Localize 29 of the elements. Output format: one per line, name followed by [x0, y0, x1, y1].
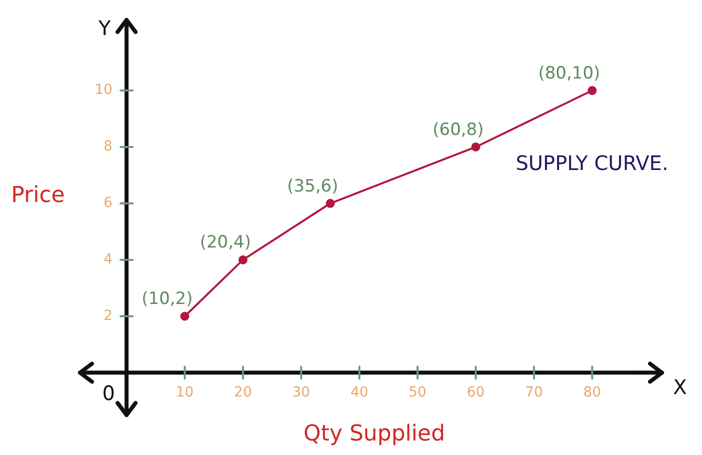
x-tick-label: 50	[408, 384, 426, 401]
y-axis-title: Price	[11, 183, 65, 208]
annotation: 0	[102, 380, 115, 405]
y-tick-label: 10	[94, 82, 113, 98]
annotation: (60,8)	[432, 120, 484, 140]
x-tick-label: 10	[176, 384, 194, 401]
annotation: (10,2)	[142, 289, 193, 310]
y-tick-label: 8	[104, 138, 113, 155]
y-tick-label: 4	[104, 251, 113, 268]
x-tick-label: 20	[234, 384, 252, 401]
annotation: (20,4)	[200, 232, 251, 253]
point	[588, 86, 597, 96]
x-axis-title: Qty Supplied	[304, 422, 446, 447]
y-tick-label: 6	[104, 195, 113, 212]
annotation: (80,10)	[538, 63, 600, 84]
point	[180, 312, 190, 321]
x-tick-label: 40	[350, 384, 368, 401]
x-tick-label: 80	[583, 384, 602, 401]
annotation: SUPPLY CURVE.	[516, 151, 668, 176]
x-tick-label: 70	[525, 384, 543, 401]
annotation: Y	[97, 16, 112, 40]
y-tick-label: 2	[104, 308, 113, 324]
annotation: (35,6)	[287, 176, 338, 196]
x-tick-label: 60	[466, 384, 485, 401]
point	[238, 255, 248, 264]
point	[471, 142, 480, 152]
point	[326, 198, 335, 208]
text: X	[673, 374, 688, 399]
x-tick-label: 30	[292, 384, 310, 401]
